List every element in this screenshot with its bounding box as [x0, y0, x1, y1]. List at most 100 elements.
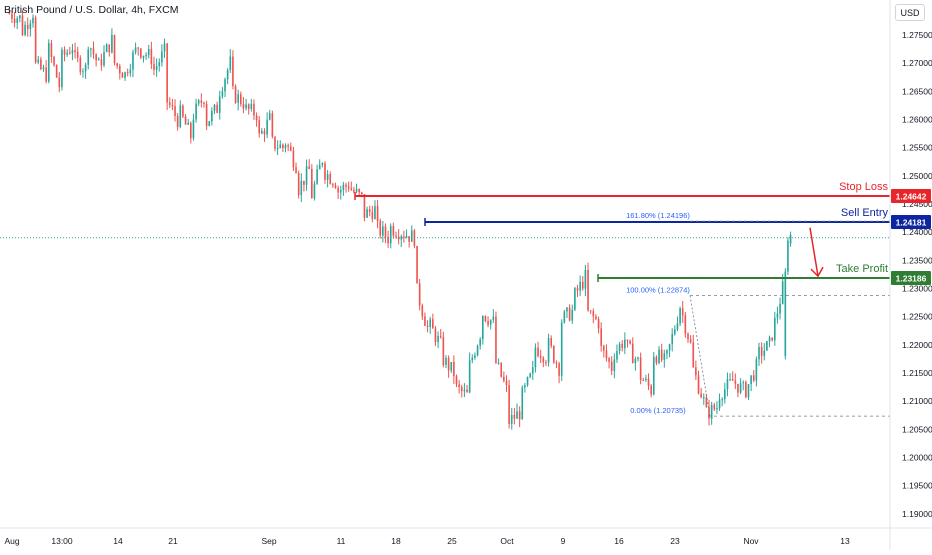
candle-body: [471, 357, 474, 361]
candle-body: [621, 343, 624, 349]
candle-body: [329, 174, 332, 184]
price-tag: [891, 271, 931, 286]
candle-body: [500, 362, 503, 377]
candle-body: [510, 414, 513, 424]
candle-body: [239, 94, 242, 105]
candle-body: [129, 69, 132, 74]
candle-body: [8, 12, 11, 14]
candle-body: [400, 236, 403, 240]
candle-body: [524, 385, 526, 388]
candle-body: [282, 144, 284, 149]
candle-body: [750, 375, 752, 385]
candle-body: [24, 24, 26, 35]
candle-body: [105, 44, 108, 53]
candle-body: [368, 209, 371, 212]
candle-body: [626, 339, 629, 341]
candle-body: [474, 355, 476, 358]
candle-body: [584, 269, 587, 289]
candle-body: [26, 24, 29, 30]
x-tick-label: Aug: [4, 536, 19, 546]
candle-body: [184, 116, 187, 125]
candle-body: [571, 309, 574, 321]
candle-body: [403, 236, 405, 238]
candle-body: [671, 333, 674, 345]
candle-body: [602, 345, 605, 351]
candle-body: [190, 122, 192, 139]
candle-body: [679, 308, 681, 324]
candle-body: [324, 163, 326, 180]
chart-title: British Pound / U.S. Dollar, 4h, FXCM: [4, 4, 179, 16]
candle-body: [11, 13, 13, 19]
candle-body: [787, 240, 789, 272]
x-tick-label: Oct: [500, 536, 514, 546]
y-tick-label: 1.21500: [902, 368, 932, 378]
candle-body: [550, 338, 553, 347]
x-tick-label: 13:00: [51, 536, 73, 546]
candle-body: [92, 48, 95, 55]
candle-body: [534, 347, 537, 368]
candle-body: [466, 389, 468, 393]
candle-body: [69, 52, 71, 54]
candle-body: [292, 150, 295, 168]
candle-body: [779, 303, 781, 314]
candle-body: [97, 59, 100, 61]
candle-body: [579, 281, 581, 291]
candle-body: [19, 15, 21, 19]
candle-body: [334, 185, 337, 188]
candle-body: [321, 163, 324, 165]
candle-body: [168, 102, 171, 106]
candle-body: [547, 338, 550, 363]
candle-body: [155, 66, 158, 70]
candle-body: [47, 43, 50, 82]
candle-body: [445, 357, 447, 366]
candle-body: [126, 72, 129, 74]
fib-trendline: [689, 295, 711, 417]
candle-body: [379, 220, 382, 236]
candle-body: [684, 315, 687, 334]
candle-body: [700, 393, 702, 398]
candle-body: [705, 397, 708, 408]
candle-body: [284, 145, 287, 149]
candle-body: [255, 115, 258, 121]
y-tick-label: 1.20000: [902, 453, 932, 463]
candle-body: [537, 347, 539, 357]
candle-body: [224, 79, 226, 92]
candle-body: [287, 145, 289, 147]
candle-body: [82, 71, 84, 73]
candles-group: [8, 7, 792, 430]
price-tag: [891, 214, 931, 229]
candle-body: [729, 379, 731, 381]
candle-body: [289, 146, 292, 151]
candle-body: [205, 103, 208, 126]
candle-body: [666, 350, 668, 354]
candle-body: [437, 335, 439, 343]
candle-body: [434, 328, 437, 343]
candle-body: [229, 56, 232, 71]
candle-body: [213, 104, 216, 111]
candle-body: [426, 325, 429, 327]
candle-body: [421, 305, 424, 317]
candle-body: [124, 72, 126, 78]
candle-body: [300, 180, 303, 196]
candle-body: [516, 411, 518, 419]
candle-body: [21, 15, 24, 35]
candle-body: [332, 183, 334, 186]
candle-body: [55, 65, 58, 78]
candle-body: [721, 399, 723, 401]
candle-body: [147, 48, 150, 56]
candle-body: [311, 168, 313, 199]
candle-body: [116, 63, 118, 67]
price-tag-label: 1.24642: [896, 191, 927, 201]
candle-body: [663, 353, 666, 360]
candle-body: [226, 70, 229, 80]
candle-body: [479, 339, 481, 346]
candle-body: [476, 345, 479, 356]
candle-body: [242, 104, 245, 109]
currency-button[interactable]: USD: [895, 4, 925, 21]
y-tick-label: 1.22500: [902, 312, 932, 322]
candle-body: [747, 384, 750, 398]
candle-body: [508, 385, 510, 424]
candle-body: [374, 206, 376, 219]
candle-body: [42, 67, 45, 70]
